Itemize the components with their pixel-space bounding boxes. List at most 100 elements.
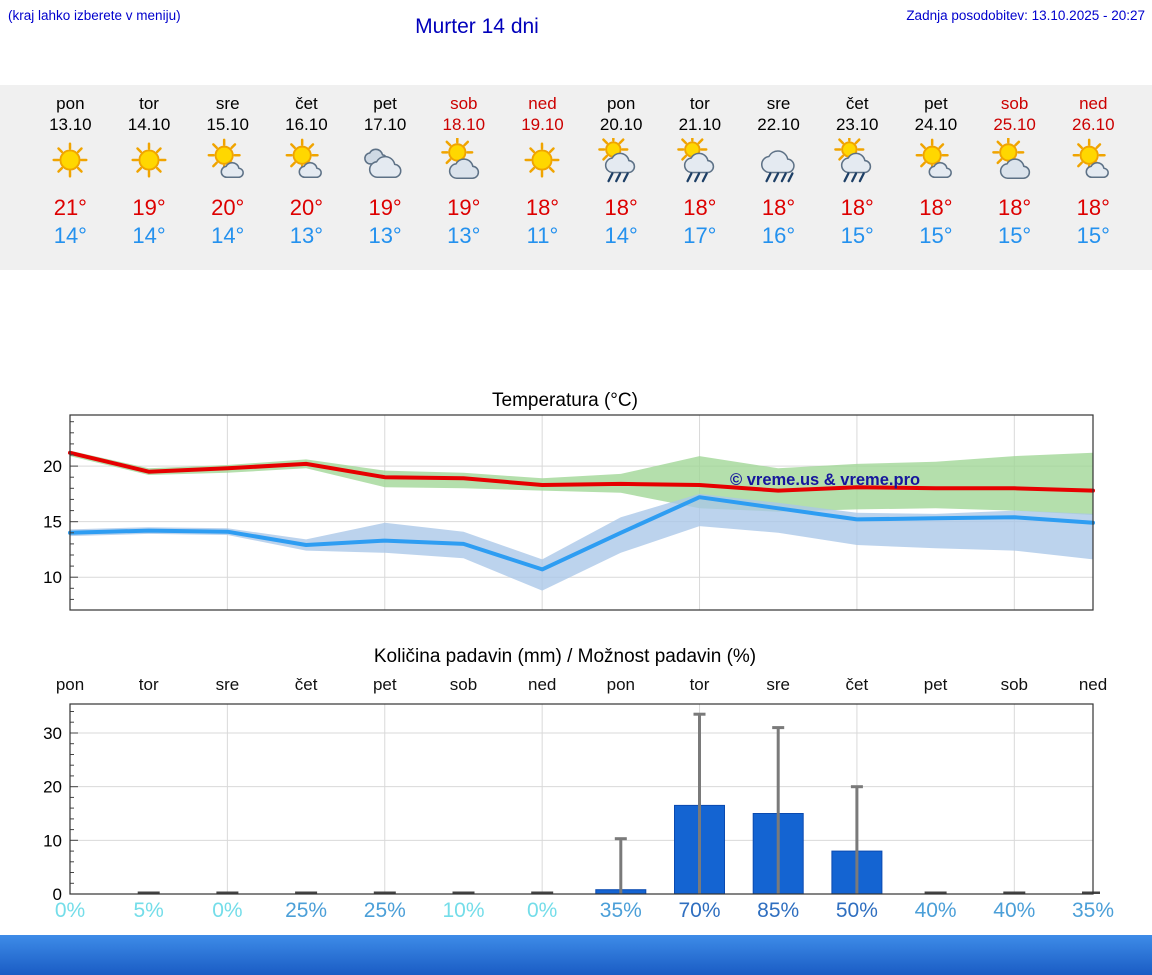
temperature-chart-title: Temperatura (°C) <box>492 390 638 411</box>
svg-text:15: 15 <box>43 513 62 532</box>
forecast-day[interactable]: čet 23.10 18° 15° <box>818 85 897 270</box>
day-min-temp: 15° <box>997 223 1032 248</box>
day-date: 25.10 <box>993 115 1036 134</box>
sun-icon <box>110 135 189 190</box>
day-date: 21.10 <box>678 115 722 134</box>
sun-small-cloud-icon <box>188 135 267 190</box>
day-max-temp: 18° <box>604 195 638 220</box>
day-date: 24.10 <box>914 115 958 134</box>
precip-probability: 5% <box>133 899 164 922</box>
precip-probability: 10% <box>442 899 485 922</box>
day-name: čet <box>295 94 318 113</box>
day-name: ned <box>528 94 557 113</box>
precip-day-label: pon <box>606 675 635 694</box>
day-min-temp: 14° <box>132 223 166 248</box>
day-name: sob <box>450 94 478 113</box>
precip-day-label: sre <box>766 675 790 694</box>
forecast-day[interactable]: ned 26.10 18° 15° <box>1054 85 1133 270</box>
day-min-temp: 14° <box>604 223 638 248</box>
day-min-temp: 11° <box>526 223 559 248</box>
day-name: pet <box>924 94 948 113</box>
day-name: sre <box>215 94 240 113</box>
day-date: 17.10 <box>363 115 407 134</box>
precip-day-label: čet <box>845 675 869 694</box>
forecast-day[interactable]: pon 13.10 21° 14° <box>31 85 110 270</box>
day-max-temp: 20° <box>289 195 324 220</box>
day-date: 23.10 <box>835 115 879 134</box>
day-max-temp: 18° <box>683 195 717 220</box>
svg-text:20: 20 <box>43 778 62 797</box>
forecast-day[interactable]: sob 25.10 18° 15° <box>975 85 1054 270</box>
day-min-temp: 15° <box>1076 223 1110 248</box>
precip-day-label: čet <box>294 675 318 694</box>
forecast-day[interactable]: sre 22.10 18° 16° <box>739 85 818 270</box>
forecast-day[interactable]: ned 19.10 18° 11° <box>503 85 582 270</box>
day-name: tor <box>139 94 159 113</box>
precip-day-label: pet <box>923 675 948 694</box>
sun-cloud-rain-icon <box>661 134 740 190</box>
sun-small-cloud-icon <box>267 135 346 190</box>
forecast-day[interactable]: pon 20.10 18° 14° <box>582 85 661 270</box>
day-date: 14.10 <box>127 115 171 134</box>
forecast-day[interactable]: pet 24.10 18° 15° <box>897 85 976 270</box>
cloud-rain-icon <box>739 135 818 190</box>
sun-small-cloud-icon <box>1054 135 1133 190</box>
precip-probability: 25% <box>363 899 406 922</box>
precip-day-label: tor <box>689 675 710 694</box>
day-min-temp: 17° <box>683 223 717 248</box>
day-min-temp: 13° <box>368 223 402 248</box>
day-min-temp: 16° <box>761 223 796 248</box>
day-name: čet <box>845 94 869 113</box>
day-min-temp: 13° <box>289 223 324 248</box>
svg-text:20: 20 <box>43 457 62 476</box>
forecast-strip: pon 13.10 21° 14° tor 14.10 19° 14° sre 15.10 20° 1… <box>0 85 1152 270</box>
precip-probability-row: 0% 5% 0% 25% 25% 10% 0% 35% 70% 85% 50% 40% 40% 35% <box>30 899 1114 927</box>
precip-day-label: ned <box>1078 675 1108 694</box>
precip-day-label: ned <box>528 675 557 694</box>
precip-chart: 0 10 20 30 <box>30 702 1104 907</box>
day-date: 13.10 <box>49 115 92 134</box>
forecast-day[interactable]: tor 21.10 18° 17° <box>661 85 740 270</box>
forecast-day[interactable]: pet 17.10 19° 13° <box>346 85 425 270</box>
forecast-day[interactable]: tor 14.10 19° 14° <box>110 85 189 270</box>
forecast-day[interactable]: sob 18.10 19° 13° <box>424 85 503 270</box>
last-updated: Zadnja posodobitev: 13.10.2025 - 20:27 <box>906 8 1145 23</box>
sun-cloud-icon <box>424 135 503 190</box>
precip-probability: 35% <box>1071 899 1115 922</box>
precip-probability: 0% <box>54 899 86 922</box>
day-date: 22.10 <box>757 115 800 134</box>
location-menu-hint: (kraj lahko izberete v meniju) <box>8 8 181 23</box>
precip-probability: 40% <box>993 899 1036 922</box>
day-min-temp: 15° <box>919 223 953 248</box>
precip-probability: 0% <box>527 899 558 922</box>
day-max-temp: 18° <box>997 195 1032 220</box>
svg-text:0: 0 <box>53 885 62 902</box>
day-date: 18.10 <box>442 115 486 134</box>
day-max-temp: 18° <box>840 195 874 220</box>
precip-day-label: sob <box>449 675 478 694</box>
day-max-temp: 18° <box>1076 195 1110 220</box>
day-min-temp: 13° <box>447 223 481 248</box>
forecast-day[interactable]: sre 15.10 20° 14° <box>188 85 267 270</box>
day-name: pon <box>606 94 636 113</box>
precip-day-label: pet <box>372 675 397 694</box>
precip-probability: 35% <box>599 899 642 922</box>
sun-icon <box>31 135 110 190</box>
day-name: sob <box>1000 94 1029 113</box>
temperature-chart: 10 15 20 © vreme.us & vreme.pro <box>30 413 1100 618</box>
footer-bar <box>0 935 1152 975</box>
forecast-day[interactable]: čet 16.10 20° 13° <box>267 85 346 270</box>
day-min-temp: 14° <box>53 223 87 248</box>
svg-text:10: 10 <box>43 831 62 850</box>
page-title: Murter 14 dni <box>415 15 539 38</box>
day-max-temp: 18° <box>761 195 796 220</box>
day-name: pet <box>373 94 397 113</box>
svg-text:30: 30 <box>43 724 62 743</box>
precip-probability: 40% <box>914 899 957 922</box>
day-date: 26.10 <box>1072 115 1115 134</box>
svg-text:10: 10 <box>43 568 62 587</box>
day-max-temp: 19° <box>368 195 402 220</box>
day-max-temp: 18° <box>525 195 560 220</box>
day-name: sre <box>766 94 791 113</box>
